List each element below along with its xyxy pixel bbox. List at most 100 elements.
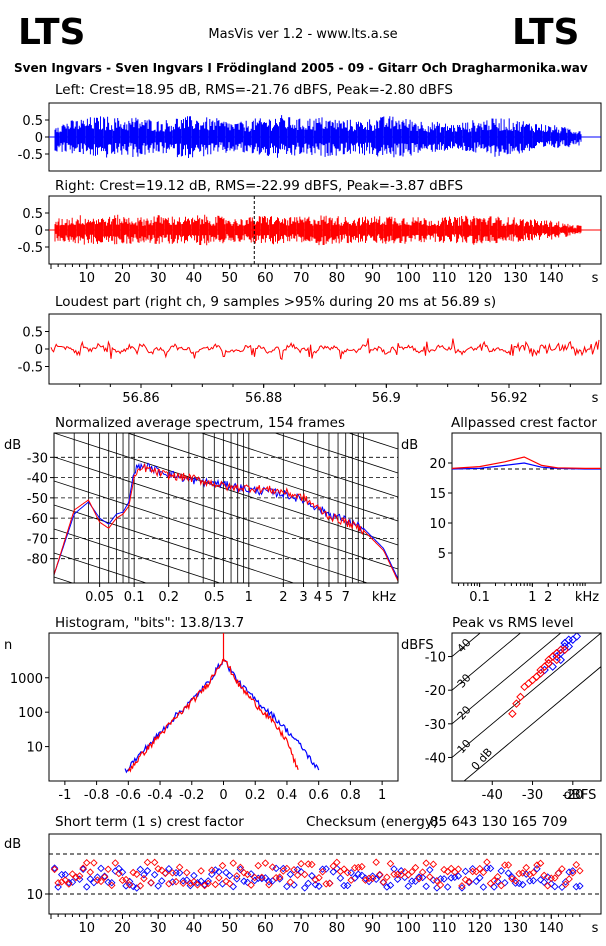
short-crest-point-right [197, 867, 205, 875]
short-crest-point-right [72, 873, 80, 882]
short-crest-point-left [479, 883, 488, 891]
spectrum-slope-line [273, 433, 398, 474]
short-crest-point-right [533, 861, 541, 869]
short-crest-point-left [97, 864, 105, 873]
right-waveform-xtick-label: 110 [432, 271, 457, 286]
spectrum-title: Normalized average spectrum, 154 frames [55, 415, 345, 431]
short-crest-point-right [261, 859, 270, 867]
short-crest-point-left [190, 871, 198, 880]
short-crest-point-right [465, 877, 473, 886]
spectrum-ylabel: dB [4, 438, 21, 453]
short-crest-point-right [290, 865, 298, 874]
short-crest-point-left [451, 873, 459, 882]
short-crest-point-left [386, 881, 395, 890]
spectrum-xtick-label: 0.1 [124, 590, 145, 605]
left-waveform-ytick-label: -0.5 [18, 148, 43, 163]
short-crest-point-left [86, 875, 95, 883]
short-crest-point-right [386, 859, 395, 868]
spectrum-slope-line [54, 625, 398, 737]
short-crest-point-left [458, 884, 466, 892]
short-crest-point-left [154, 882, 162, 890]
right-waveform-ytick-label: -0.5 [18, 241, 43, 256]
short-crest-point-left [240, 877, 248, 886]
short-crest-point-left [79, 865, 87, 874]
short-crest-xtick-label: 60 [257, 921, 274, 936]
histogram-xtick-label: 0.8 [340, 788, 361, 803]
allpassed-panel: 20 15 10 5 0.1 1 2 kHz [429, 432, 602, 605]
peak-rms-xunit: dBFS [564, 788, 597, 803]
short-crest-xtick-label: 120 [467, 921, 492, 936]
short-crest-point-left [200, 880, 209, 889]
spectrum-xunit: kHz [372, 590, 396, 605]
short-crest-point-right [375, 870, 384, 879]
short-crest-point-left [343, 881, 352, 890]
short-crest-point-right [65, 880, 73, 888]
short-crest-point-right [526, 870, 534, 879]
short-crest-point-right [440, 865, 448, 874]
loudest-frame [48, 313, 602, 385]
left-waveform-title: Left: Crest=18.95 dB, RMS=-21.76 dBFS, P… [55, 82, 453, 98]
short-crest-point-right [476, 864, 484, 873]
right-waveform-xunit: s [592, 271, 599, 286]
short-crest-point-right [111, 859, 120, 867]
short-crest-xtick-label: 100 [396, 921, 421, 936]
short-crest-point-right [436, 881, 445, 889]
short-crest-point-left [461, 867, 470, 876]
short-crest-point-right [150, 858, 159, 867]
short-crest-point-right [186, 879, 195, 888]
short-crest-point-right [347, 876, 355, 884]
spectrum-xtick-label: 0.2 [158, 590, 179, 605]
short-crest-point-left [140, 870, 148, 879]
short-crest-point-left [354, 870, 363, 878]
right-waveform-xtick-label: 80 [329, 271, 346, 286]
short-crest-point-right [204, 879, 212, 888]
short-crest-point-left [300, 884, 309, 892]
loudest-part-panel: 0.5 0 -0.5 56.86 56.88 56.9 56.92 s [18, 313, 602, 406]
short-crest-point-right [308, 860, 316, 869]
right-waveform-xtick-label: 120 [467, 271, 492, 286]
short-crest-point-right [315, 874, 323, 882]
allpassed-ytick-label: 5 [438, 547, 446, 562]
short-crest-point-right [340, 865, 348, 873]
histogram-xtick-label: -0.6 [116, 788, 141, 803]
histogram-xtick-label: 0 [219, 788, 227, 803]
short-crest-point-right [511, 876, 520, 885]
short-crest-xtick-label: 40 [186, 921, 203, 936]
short-crest-point-right [86, 868, 95, 876]
histogram-ytick-label: 100 [18, 706, 43, 721]
peak-rms-point-right [552, 648, 561, 658]
peak-rms-point-right [520, 682, 529, 692]
short-crest-point-left [143, 867, 152, 875]
spectrum-slope-line [54, 433, 398, 546]
short-crest-xtick-label: 110 [432, 921, 457, 936]
peak-rms-point-right [540, 662, 549, 671]
short-crest-point-right [97, 877, 105, 886]
short-crest-point-right [229, 859, 237, 867]
short-crest-point-right [329, 862, 338, 870]
right-waveform-xtick-label: 90 [364, 271, 381, 286]
logo-left: LTS [18, 12, 85, 53]
short-crest-point-right [300, 870, 309, 879]
spectrum-slope-line [54, 528, 222, 583]
short-crest-point-left [283, 882, 291, 891]
short-crest-point-right [490, 876, 498, 885]
short-crest-point-right [233, 872, 241, 880]
allpassed-ytick-label: 15 [429, 487, 446, 502]
short-crest-point-right [565, 875, 573, 883]
right-waveform-xtick-label: 70 [293, 271, 310, 286]
short-crest-point-right [279, 867, 288, 875]
spectrum-ytick-label: -40 [27, 472, 48, 487]
short-crest-point-right [93, 876, 102, 884]
short-crest-point-right [368, 874, 377, 883]
short-crest-point-left [350, 874, 359, 882]
short-crest-point-left [508, 873, 516, 881]
short-crest-point-right [325, 879, 334, 888]
spectrum-slope-line [54, 313, 398, 425]
short-crest-point-right [225, 879, 234, 888]
short-crest-xtick-label: 90 [364, 921, 381, 936]
short-crest-point-left [568, 867, 577, 875]
histogram-panel: 1000 100 10 -1 -0.8 -0.6 -0.4 -0.2 0 0.2 0.4 0.6 0.8… [10, 632, 399, 803]
peak-rms-point-right [524, 679, 533, 688]
peak-rms-ylabel: dBFS [401, 638, 434, 653]
